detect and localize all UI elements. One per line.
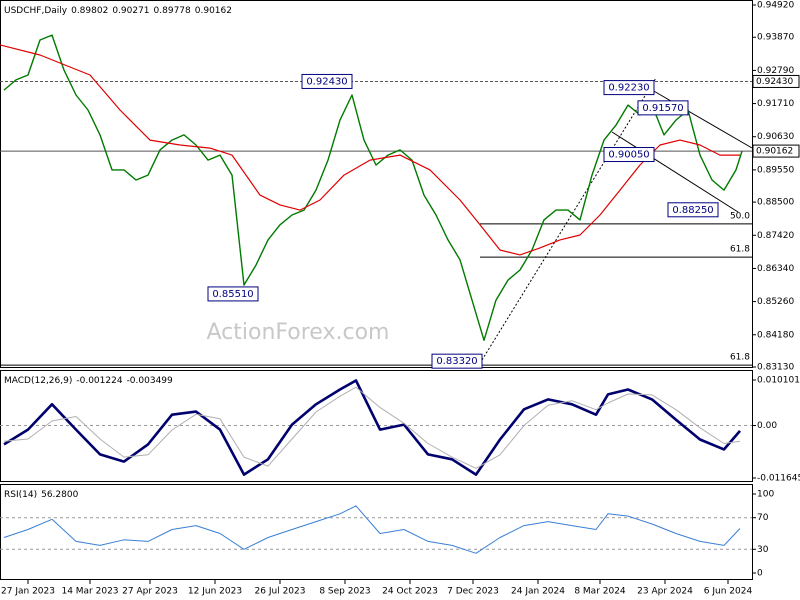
- y-tick-label: 0.87420: [757, 231, 794, 241]
- y-tick-label: 0.010101: [757, 376, 800, 386]
- trend-line: [481, 77, 657, 361]
- x-tick-label: 24 Jan 2024: [511, 587, 565, 597]
- x-tick-label: 23 Apr 2024: [637, 587, 693, 597]
- rsi-panel: [0, 484, 753, 580]
- y-tick-label: 0.94920: [757, 1, 794, 11]
- pivot-box: [667, 202, 719, 218]
- series-line: [3, 505, 741, 554]
- x-tick-label: 8 Sep 2023: [319, 587, 370, 597]
- y-tick-label: 0: [757, 569, 763, 579]
- readout-value: -0.003499: [127, 376, 173, 386]
- x-tick-label: 12 Jun 2023: [188, 587, 242, 597]
- x-tick-label: 6 Jun 2024: [704, 587, 753, 597]
- readout-value: 0.89802: [71, 6, 108, 16]
- y-tick-label: 0.84180: [757, 330, 794, 340]
- x-tick-label: 27 Jan 2023: [1, 587, 55, 597]
- pivot-label: 0.83320: [436, 356, 477, 367]
- panel-title: MACD(12,26,9): [4, 376, 72, 386]
- readout-value: -0.001224: [76, 376, 122, 386]
- pivot-box: [637, 100, 689, 116]
- pivot-label: 0.90050: [608, 150, 649, 161]
- y-tick-label: 0.88500: [757, 198, 794, 208]
- price-tag: [752, 144, 800, 158]
- y-tick-label: 0.83130: [757, 363, 794, 373]
- y-tick-label: 70: [757, 513, 769, 523]
- pivot-box: [603, 147, 655, 163]
- channel-lower: [611, 131, 739, 213]
- pivot-label: 0.91570: [642, 103, 683, 114]
- pivot-label: 0.88250: [672, 205, 713, 216]
- pivot-label: 0.92430: [306, 76, 347, 87]
- readout-value: 0.90271: [112, 6, 149, 16]
- series-line: [3, 386, 741, 469]
- panel-title: USDCHF,Daily: [4, 6, 68, 16]
- y-tick-label: 0.90630: [757, 132, 794, 142]
- price-tag-label: 0.92430: [756, 77, 793, 87]
- panel-header: USDCHF,Daily 0.89802 0.90271 0.89778 0.90162: [4, 6, 232, 16]
- y-tick-label: 0.92790: [757, 66, 794, 76]
- series-line: [0, 44, 740, 256]
- x-tick-label: 8 Mar 2024: [574, 587, 626, 597]
- y-tick-label: 0.85260: [757, 297, 794, 307]
- x-tick-label: 26 Jul 2023: [255, 587, 306, 597]
- x-tick-label: 24 Oct 2023: [382, 587, 438, 597]
- pivot-label: 0.85510: [212, 289, 253, 300]
- readout-value: 0.90162: [195, 6, 232, 16]
- y-tick-label: 0.00: [757, 421, 777, 431]
- pivot-box: [431, 353, 483, 369]
- fib-label: 50.0: [730, 211, 750, 221]
- panel-title: RSI(14): [4, 490, 37, 500]
- price-tag: [752, 74, 800, 88]
- channel-upper: [651, 89, 753, 149]
- price-panel: [0, 0, 753, 368]
- readout-value: 56.2800: [41, 490, 78, 500]
- panel-header: MACD(12,26,9) -0.001224 -0.003499: [4, 376, 173, 386]
- y-tick-label: 0.86340: [757, 264, 794, 274]
- y-tick-label: 0.93870: [757, 33, 794, 43]
- watermark: ActionForex.com: [207, 320, 390, 345]
- y-tick-label: 30: [757, 545, 769, 555]
- y-tick-label: -0.011645: [757, 474, 800, 484]
- fib-label: 61.8: [730, 353, 750, 363]
- series-line: [3, 34, 743, 341]
- y-tick-label: 100: [757, 490, 774, 500]
- x-tick-label: 7 Dec 2023: [447, 587, 499, 597]
- panel-header: RSI(14) 56.2800: [4, 490, 79, 500]
- readout-value: 0.89778: [154, 6, 191, 16]
- fib-label: 61.8: [730, 245, 750, 255]
- x-tick-label: 27 Apr 2023: [122, 587, 178, 597]
- pivot-label: 0.92230: [608, 83, 649, 94]
- y-tick-label: 0.91710: [757, 99, 794, 109]
- price-tag-label: 0.90162: [756, 147, 793, 157]
- pivot-box: [603, 80, 655, 96]
- pivot-box: [301, 73, 353, 89]
- y-tick-label: 0.89550: [757, 165, 794, 175]
- pivot-box: [207, 286, 259, 302]
- x-tick-label: 14 Mar 2023: [61, 587, 118, 597]
